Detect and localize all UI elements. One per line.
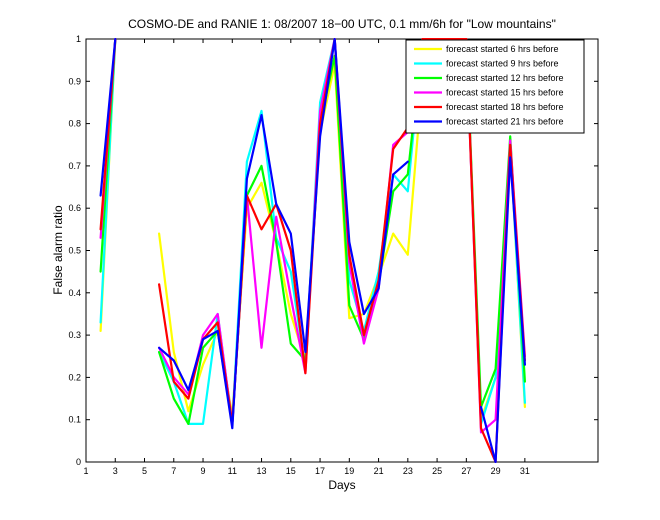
legend-label-6: forecast started 21 hrs before [446,117,564,127]
series-group [99,38,527,463]
x-tick-label: 23 [403,466,413,476]
x-tick-label: 29 [491,466,501,476]
x-tick-label: 9 [201,466,206,476]
legend-box [405,39,585,134]
x-tick-label: 19 [344,466,354,476]
y-tick-label: 0.7 [68,161,81,171]
x-tick-label: 13 [257,466,267,476]
y-tick-label: 0.9 [68,76,81,86]
x-tick-label: 11 [228,466,237,476]
x-tick-label: 25 [432,466,442,476]
x-tick-label: 31 [520,466,530,476]
legend-label-5: forecast started 18 hrs before [446,102,564,112]
x-tick-label: 15 [286,466,296,476]
x-tick-label: 7 [171,466,176,476]
y-tick-label: 0.2 [68,372,81,382]
legend: forecast started 6 hrs before forecast st… [405,39,585,134]
x-tick-label: 5 [142,466,147,476]
x-tick-label: 3 [113,466,118,476]
x-tick-label: 17 [315,466,325,476]
y-tick-label: 0.6 [68,203,81,213]
y-tick-label: 0.3 [68,330,81,340]
legend-label-1: forecast started 6 hrs before [446,44,559,54]
y-tick-label: 0.5 [68,246,81,256]
chart-title: COSMO-DE and RANIE 1: 08/2007 18−00 UTC,… [128,17,556,31]
legend-label-4: forecast started 15 hrs before [446,88,564,98]
series-line-6 [99,38,117,197]
series-line-6 [158,38,409,430]
y-axis-title: False alarm ratio [51,205,65,295]
series-line-6 [479,156,527,463]
x-tick-label: 1 [83,466,88,476]
x-tick-label: 21 [374,466,384,476]
y-tick-label: 0.8 [68,119,81,129]
y-tick-label: 0.1 [68,415,81,425]
legend-label-2: forecast started 9 hrs before [446,59,559,69]
y-tick-label: 1 [76,34,81,44]
x-axis-title: Days [328,478,355,492]
y-tick-label: 0.4 [68,288,81,298]
x-tick-label: 27 [461,466,471,476]
y-tick-label: 0 [76,457,81,467]
legend-label-3: forecast started 12 hrs before [446,73,564,83]
